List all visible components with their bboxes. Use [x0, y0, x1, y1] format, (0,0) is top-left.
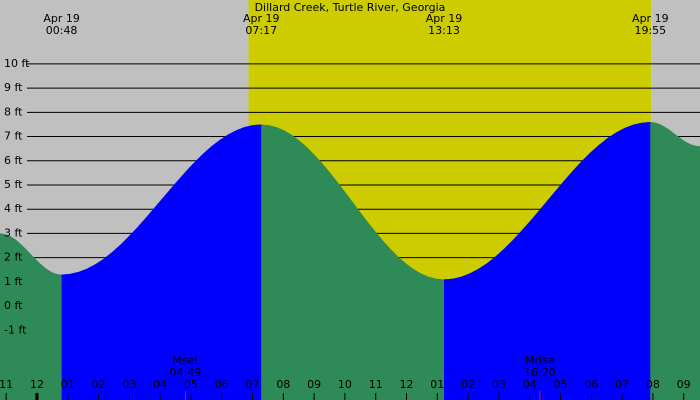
x-tick-label: 11: [0, 378, 13, 391]
x-tick-label: 05: [184, 378, 198, 391]
event-time: 07:17: [245, 24, 277, 37]
y-tick-label: 9 ft: [4, 81, 23, 94]
y-tick-label: 2 ft: [4, 251, 23, 264]
moon-time: 04:49: [170, 366, 202, 379]
x-tick-label: 09: [677, 378, 691, 391]
moon-label: Mrise: [525, 354, 555, 367]
y-tick-label: 5 ft: [4, 178, 23, 191]
rising-tide: [61, 124, 262, 400]
moon-time: 16:20: [524, 366, 556, 379]
y-tick-label: 1 ft: [4, 275, 23, 288]
y-tick-label: 4 ft: [4, 202, 23, 215]
x-tick-label: 03: [122, 378, 136, 391]
moon-label: Mset: [172, 354, 199, 367]
x-tick-label: 09: [307, 378, 321, 391]
x-tick-label: 01: [61, 378, 75, 391]
event-time: 19:55: [634, 24, 666, 37]
x-tick-label: 01: [430, 378, 444, 391]
x-tick-label: 07: [246, 378, 260, 391]
x-tick-label: 08: [646, 378, 660, 391]
tide-area: [0, 122, 700, 400]
x-tick-label: 04: [153, 378, 167, 391]
y-tick-label: 7 ft: [4, 130, 23, 143]
x-tick-label: 10: [338, 378, 352, 391]
event-date: Apr 19: [632, 12, 669, 25]
y-tick-label: -1 ft: [4, 323, 27, 336]
y-tick-label: 0 ft: [4, 299, 23, 312]
event-date: Apr 19: [426, 12, 463, 25]
x-tick-label: 07: [615, 378, 629, 391]
x-tick-label: 08: [276, 378, 290, 391]
chart-title: Dillard Creek, Turtle River, Georgia: [255, 1, 446, 14]
x-tick-label: 03: [492, 378, 506, 391]
event-date: Apr 19: [243, 12, 280, 25]
y-tick-label: 3 ft: [4, 226, 23, 239]
x-tick-label: 05: [553, 378, 567, 391]
x-tick-label: 12: [400, 378, 414, 391]
y-tick-label: 10 ft: [4, 57, 30, 70]
event-time: 13:13: [428, 24, 460, 37]
y-tick-label: 6 ft: [4, 154, 23, 167]
x-tick-label: 06: [215, 378, 229, 391]
x-tick-label: 12: [30, 378, 44, 391]
x-tick-label: 11: [369, 378, 383, 391]
x-tick-label: 02: [461, 378, 475, 391]
rising-tide: [444, 122, 651, 400]
y-tick-label: 8 ft: [4, 105, 23, 118]
event-time: 00:48: [46, 24, 78, 37]
event-date: Apr 19: [43, 12, 80, 25]
x-tick-label: 02: [92, 378, 106, 391]
x-tick-label: 06: [584, 378, 598, 391]
x-tick-label: 04: [523, 378, 537, 391]
